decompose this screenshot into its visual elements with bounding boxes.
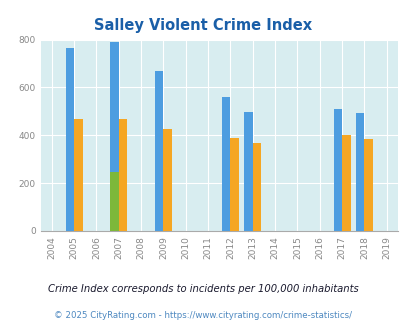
Bar	[110, 42, 118, 231]
Bar	[118, 119, 127, 231]
Bar	[333, 110, 341, 231]
Text: Crime Index corresponds to incidents per 100,000 inhabitants: Crime Index corresponds to incidents per…	[47, 284, 358, 294]
Bar	[341, 135, 350, 231]
Bar	[155, 71, 163, 231]
Bar	[222, 97, 230, 231]
Bar	[74, 119, 82, 231]
Bar	[66, 48, 74, 231]
Text: © 2025 CityRating.com - https://www.cityrating.com/crime-statistics/: © 2025 CityRating.com - https://www.city…	[54, 312, 351, 320]
Bar	[230, 138, 238, 231]
Bar	[244, 112, 252, 231]
Bar	[163, 129, 171, 231]
Bar	[355, 113, 363, 231]
Bar	[363, 139, 372, 231]
Bar	[252, 143, 260, 231]
Bar	[110, 172, 118, 231]
Text: Salley Violent Crime Index: Salley Violent Crime Index	[94, 18, 311, 33]
